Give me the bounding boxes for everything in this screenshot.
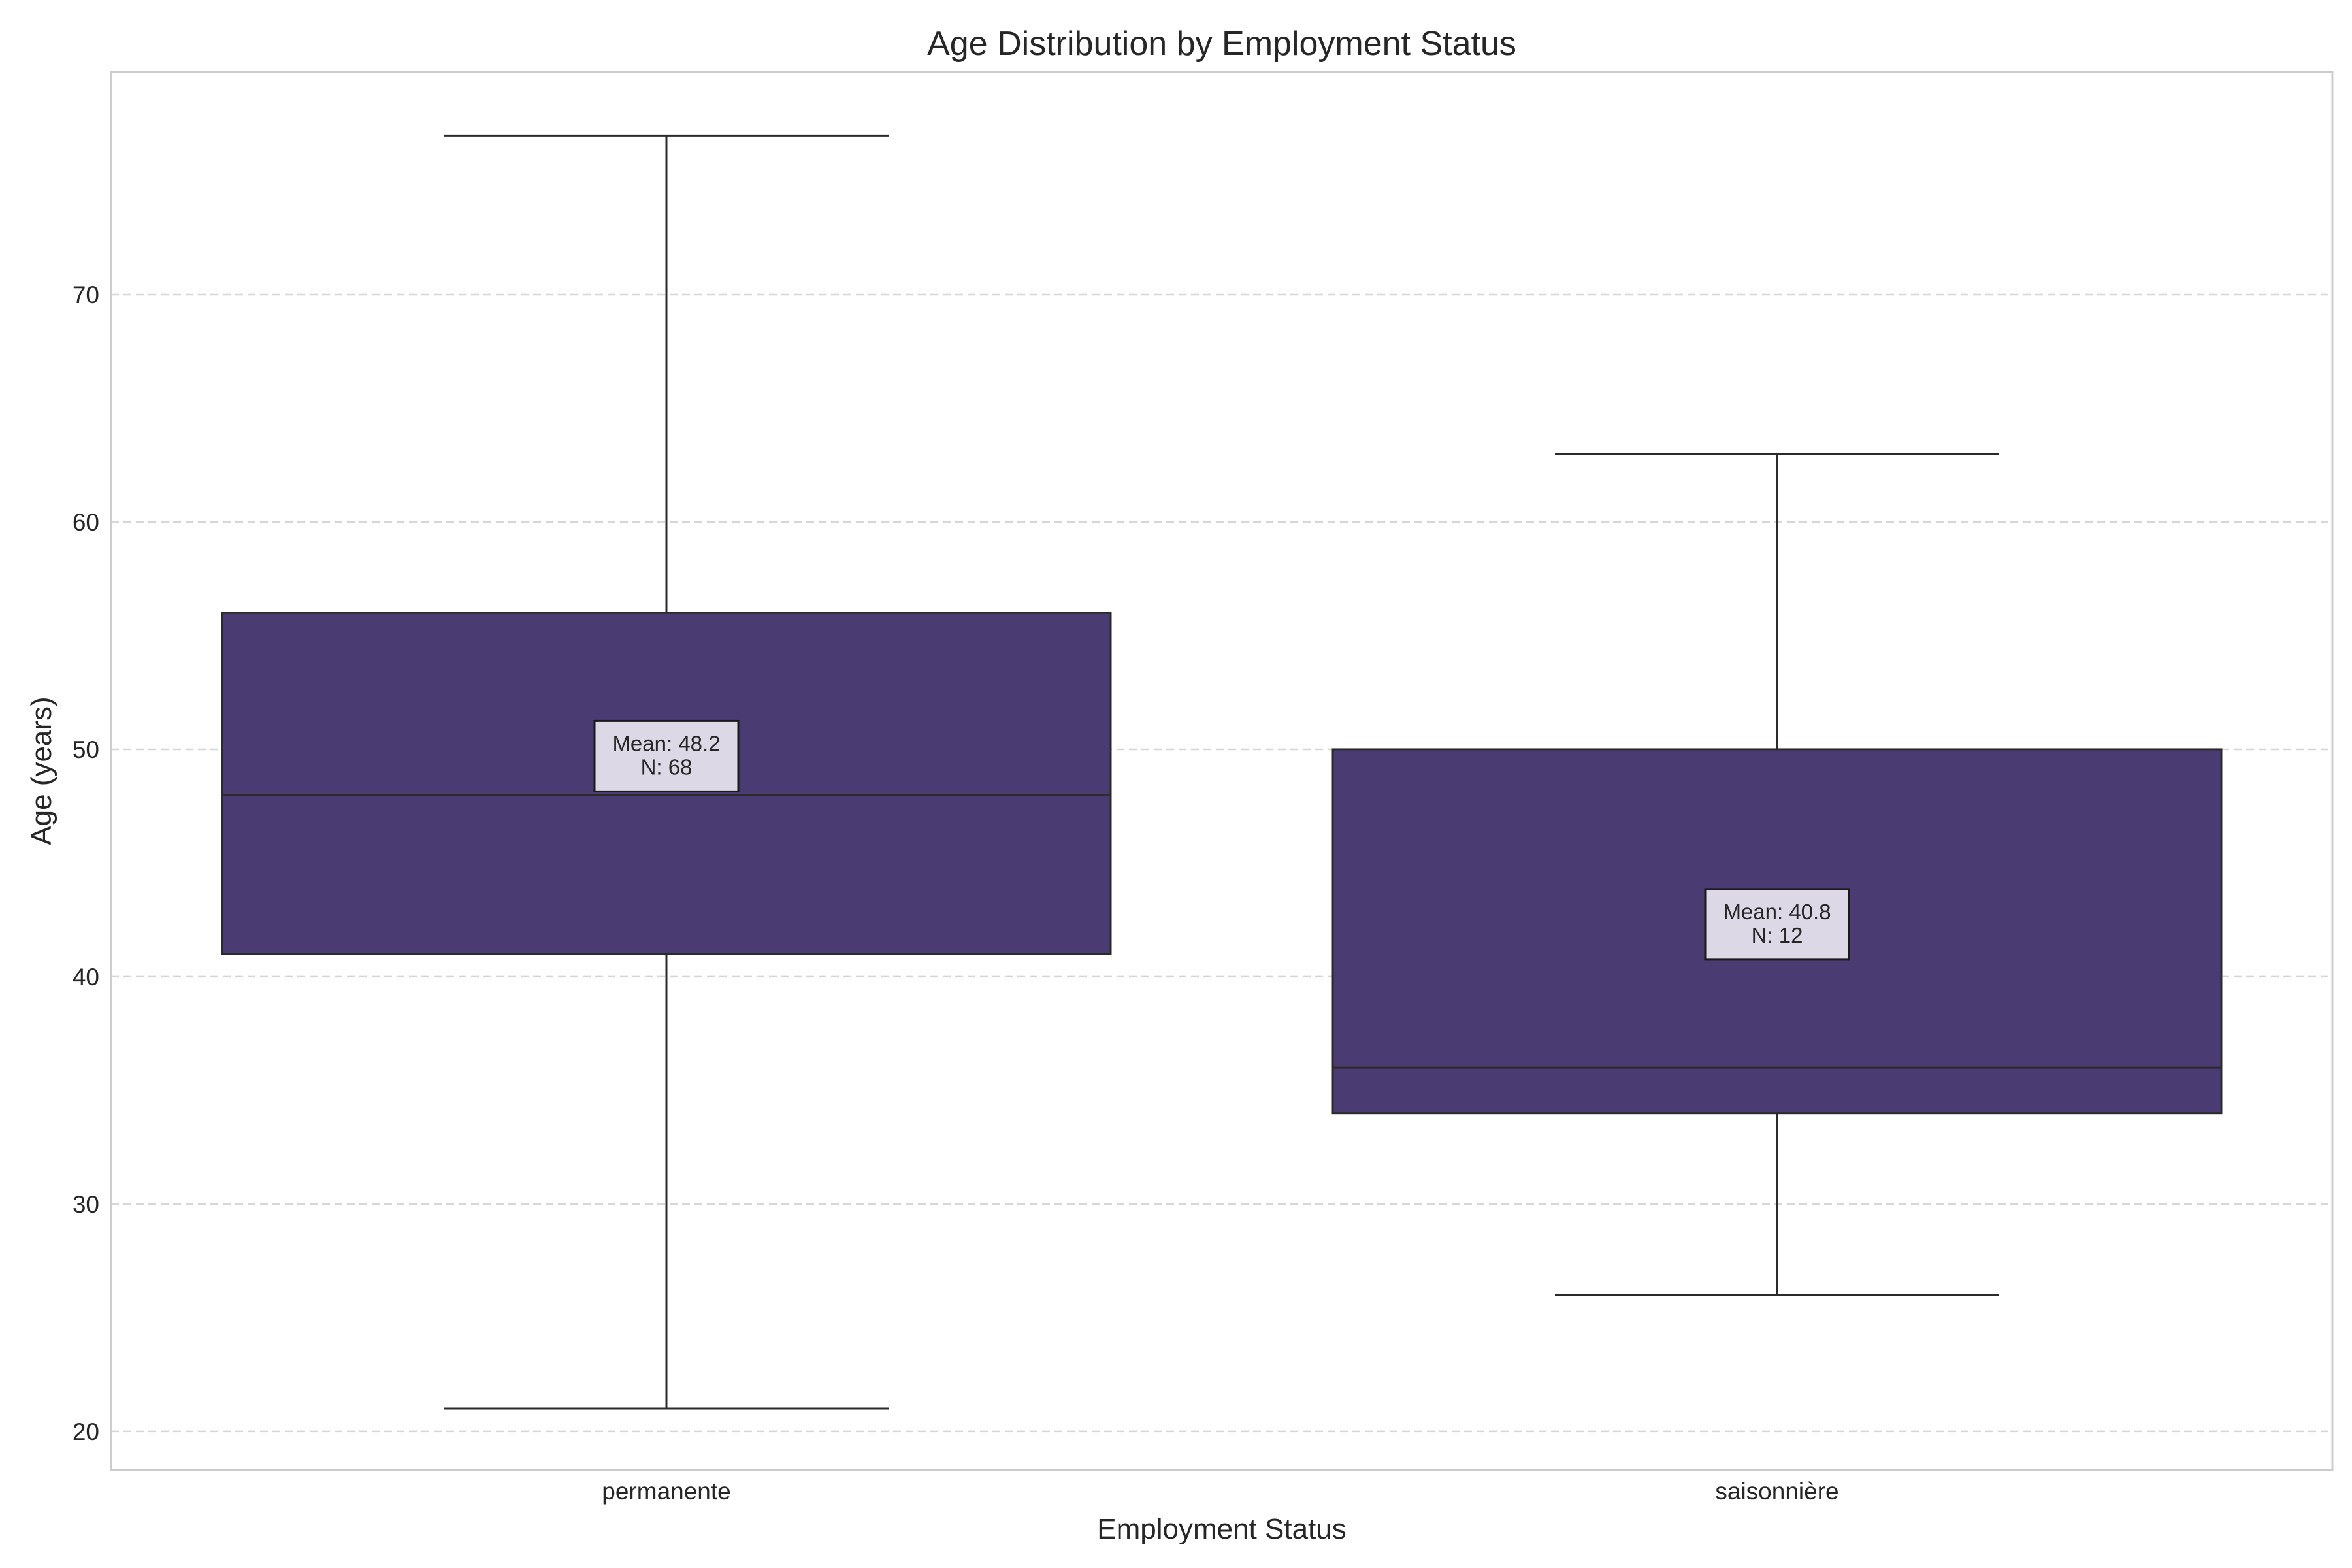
boxes: Mean: 48.2N: 68 Mean: 40.8N: 12: [221, 134, 2223, 1410]
annotation-box: [593, 719, 740, 792]
plot-frame: [110, 71, 2334, 1471]
x-tick-label: permanente: [602, 1478, 730, 1505]
annotation-box: [1704, 888, 1850, 961]
y-tick-label: 40: [73, 964, 99, 990]
annotation-text: Mean: 48.2: [612, 731, 720, 755]
x-axis-label: Employment Status: [1097, 1513, 1347, 1545]
y-tick-label: 50: [73, 736, 99, 763]
y-tick-label: 70: [73, 282, 99, 308]
y-tick-label: 30: [73, 1191, 99, 1218]
box-group: Mean: 48.2N: 68: [221, 134, 1112, 1410]
chart-title: Age Distribution by Employment Status: [927, 25, 1516, 63]
annotation-text: N: 68: [641, 755, 693, 779]
box-group: Mean: 40.8N: 12: [1331, 453, 2223, 1296]
y-axis-label: Age (years): [25, 696, 57, 845]
annotation-text: Mean: 40.8: [1723, 900, 1831, 924]
y-tick-label: 60: [73, 509, 99, 536]
annotation-text: N: 12: [1752, 923, 1803, 947]
axis-ticks: 20 30 40 50 60 70 permanente saisonnière: [73, 282, 1839, 1505]
x-tick-label: saisonnière: [1715, 1478, 1838, 1505]
y-tick-label: 20: [73, 1418, 99, 1445]
